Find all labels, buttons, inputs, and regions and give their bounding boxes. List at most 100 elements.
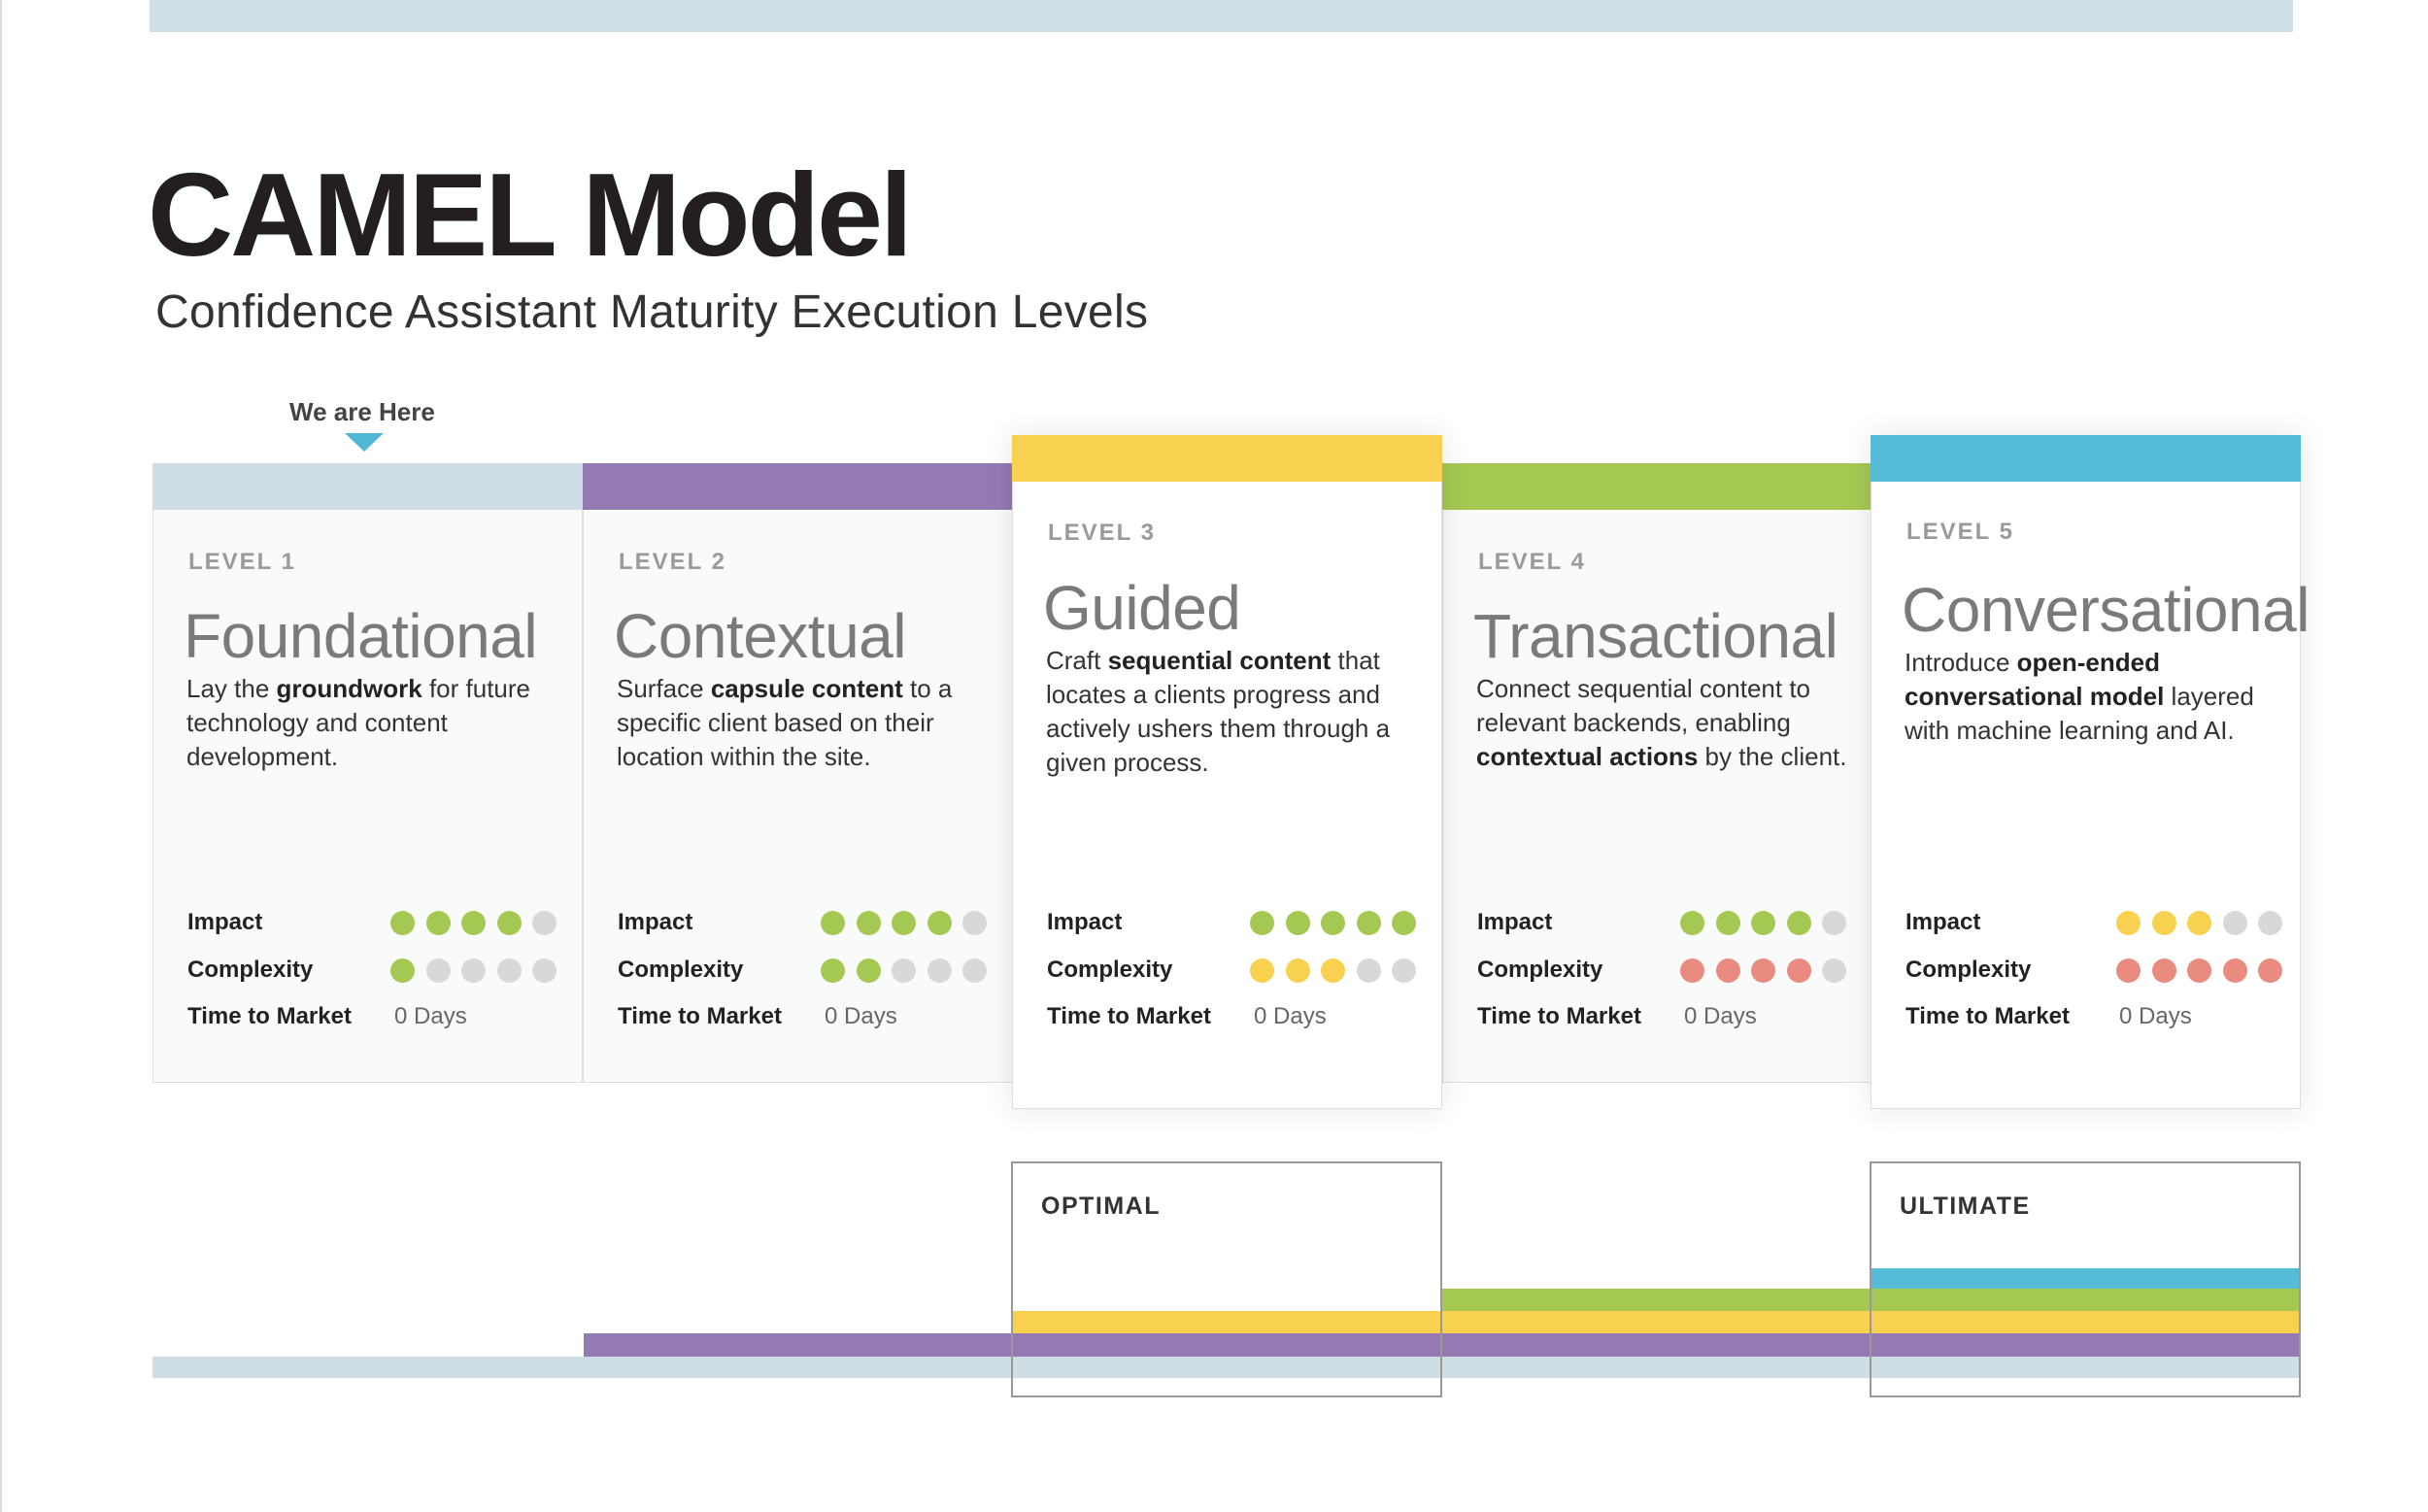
- level-card-3: LEVEL 3 Guided Craft sequential content …: [1012, 435, 1442, 1109]
- complexity-label: Complexity: [618, 957, 744, 983]
- rating-dot-empty: [2258, 911, 2282, 935]
- rating-dot-filled: [2151, 911, 2176, 935]
- time-to-market-value: 0 Days: [2119, 1003, 2192, 1029]
- impact-label: Impact: [618, 909, 693, 935]
- rating-dot-filled: [1751, 911, 1775, 935]
- rating-dot-empty: [1822, 958, 1846, 983]
- page-edge-rule: [0, 0, 2, 1512]
- rating-dot-filled: [1285, 911, 1310, 935]
- level-description: Surface capsule content to a specific cl…: [617, 674, 953, 771]
- level-card-1: LEVEL 1 Foundational Lay the groundwork …: [152, 463, 583, 1083]
- rating-dot-empty: [927, 958, 952, 983]
- level-3-progress-stripe: [1012, 1311, 2300, 1333]
- level-title: Conversational: [1902, 575, 2310, 645]
- time-to-market-value: 0 Days: [1684, 1003, 1757, 1029]
- rating-dot-filled: [856, 911, 881, 935]
- level-card-4: LEVEL 4 Transactional Connect sequential…: [1442, 463, 1872, 1083]
- rating-dot-filled: [2258, 958, 2282, 983]
- level-card-5: LEVEL 5 Conversational Introduce open-en…: [1871, 435, 2310, 1109]
- time-to-market-value: 0 Days: [1254, 1003, 1327, 1029]
- level-title: Contextual: [614, 601, 906, 671]
- level-color-bar: [583, 463, 1013, 510]
- level-color-bar: [1012, 435, 1442, 482]
- rating-dot-filled: [2222, 958, 2247, 983]
- we-are-here-label: We are Here: [289, 397, 435, 426]
- rating-dot-filled: [1392, 911, 1416, 935]
- rating-dot-filled: [2116, 958, 2141, 983]
- level-5-progress-stripe: [1871, 1268, 2300, 1289]
- level-label: LEVEL 5: [1906, 519, 2014, 545]
- time-to-market-label: Time to Market: [1905, 1003, 2070, 1029]
- complexity-label: Complexity: [1477, 957, 1603, 983]
- rating-dot-empty: [496, 958, 522, 983]
- rating-dot-filled: [1321, 958, 1345, 983]
- impact-label: Impact: [1477, 909, 1553, 935]
- rating-dot-filled: [1715, 911, 1740, 935]
- level-label: LEVEL 4: [1478, 549, 1586, 575]
- rating-dot-filled: [1715, 958, 1740, 983]
- rating-dot-filled: [1751, 958, 1775, 983]
- level-color-bar: [1871, 435, 2301, 482]
- ultimate-milestone-frame: ULTIMATE: [1870, 1161, 2301, 1397]
- rating-dot-filled: [1250, 958, 1274, 983]
- rating-dot-empty: [532, 911, 556, 935]
- page-title: CAMEL Model: [148, 149, 913, 281]
- rating-dot-filled: [390, 911, 415, 935]
- rating-dot-empty: [962, 911, 987, 935]
- rating-dot-filled: [892, 911, 916, 935]
- level-1-progress-stripe: [152, 1357, 2300, 1378]
- level-description: Lay the groundwork for future technology…: [186, 674, 531, 771]
- top-band: [150, 0, 2293, 32]
- level-card-2: LEVEL 2 Contextual Surface capsule conte…: [583, 463, 1013, 1083]
- complexity-label: Complexity: [1905, 957, 2032, 983]
- rating-dot-filled: [821, 911, 845, 935]
- rating-dot-empty: [962, 958, 987, 983]
- rating-dot-empty: [425, 958, 451, 983]
- rating-dot-filled: [2187, 958, 2211, 983]
- impact-label: Impact: [1905, 909, 1981, 935]
- level-description: Connect sequential content to relevant b…: [1476, 674, 1847, 771]
- milestone-label: OPTIMAL: [1041, 1193, 1161, 1220]
- rating-dot-filled: [496, 911, 522, 935]
- time-to-market-label: Time to Market: [618, 1003, 782, 1029]
- rating-dot-filled: [927, 911, 952, 935]
- time-to-market-value: 0 Days: [394, 1003, 467, 1029]
- rating-dot-empty: [1356, 958, 1381, 983]
- rating-dot-filled: [856, 958, 881, 983]
- level-label: LEVEL 3: [1048, 520, 1156, 546]
- time-to-market-label: Time to Market: [1047, 1003, 1211, 1029]
- rating-dot-filled: [1786, 958, 1811, 983]
- impact-label: Impact: [187, 909, 263, 935]
- rating-dot-filled: [2116, 911, 2141, 935]
- rating-dot-filled: [425, 911, 451, 935]
- level-label: LEVEL 2: [619, 549, 726, 575]
- rating-dot-filled: [1786, 911, 1811, 935]
- rating-dot-filled: [1250, 911, 1274, 935]
- level-description: Introduce open-ended conversational mode…: [1905, 648, 2254, 745]
- rating-dot-filled: [390, 958, 415, 983]
- level-color-bar: [1442, 463, 1872, 510]
- level-description: Craft sequential content that locates a …: [1046, 646, 1391, 777]
- rating-dot-empty: [892, 958, 916, 983]
- level-title: Transactional: [1473, 601, 1838, 671]
- optimal-milestone-frame: OPTIMAL: [1011, 1161, 1442, 1397]
- rating-dot-empty: [532, 958, 556, 983]
- complexity-label: Complexity: [1047, 957, 1173, 983]
- complexity-label: Complexity: [187, 957, 314, 983]
- rating-dot-filled: [1680, 911, 1704, 935]
- page-subtitle: Confidence Assistant Maturity Execution …: [155, 286, 1149, 338]
- level-title: Guided: [1043, 573, 1241, 643]
- level-title: Foundational: [184, 601, 538, 671]
- rating-dot-empty: [1822, 911, 1846, 935]
- rating-dot-empty: [461, 958, 486, 983]
- time-to-market-label: Time to Market: [1477, 1003, 1641, 1029]
- rating-dot-filled: [1285, 958, 1310, 983]
- rating-dot-filled: [461, 911, 486, 935]
- level-label: LEVEL 1: [188, 549, 296, 575]
- rating-dot-filled: [1680, 958, 1704, 983]
- rating-dot-filled: [2151, 958, 2176, 983]
- impact-label: Impact: [1047, 909, 1123, 935]
- down-arrow-icon: [345, 433, 384, 452]
- milestone-label: ULTIMATE: [1900, 1193, 2031, 1220]
- rating-dot-empty: [2222, 911, 2247, 935]
